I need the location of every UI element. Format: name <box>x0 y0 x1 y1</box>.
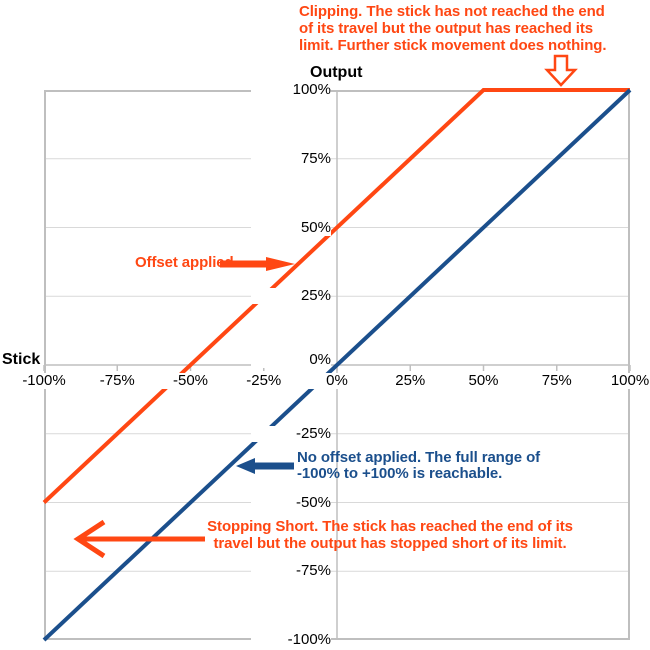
x-tick-label: -50% <box>150 373 231 389</box>
stopping-short-note-line: travel but the output has stopped short … <box>213 535 567 552</box>
clipping-note-line: Clipping. The stick has not reached the … <box>299 3 605 20</box>
x-tick-label: 100% <box>590 373 650 389</box>
no-offset-note: No offset applied. The full range of -10… <box>297 450 540 482</box>
stopping-short-note-line: Stopping Short. The stick has reached th… <box>207 518 573 535</box>
clipping-down-arrow-icon <box>544 54 578 87</box>
y-tick-label: -75% <box>251 563 331 580</box>
y-tick-label: 100% <box>251 82 331 98</box>
plot-border <box>44 90 630 640</box>
x-tick-label: -75% <box>77 373 158 389</box>
y-tick-label: 0% <box>251 352 331 368</box>
x-axis-title: Stick <box>2 351 41 368</box>
series-line <box>42 88 632 642</box>
y-tick-label: 25% <box>251 288 331 305</box>
chart-plot <box>42 88 632 642</box>
x-tick-label: -100% <box>4 373 84 389</box>
y-tick-label: -100% <box>251 632 331 648</box>
stopping-short-left-arrow-icon <box>73 519 205 559</box>
no-offset-note-line: -100% to +100% is reachable. <box>297 465 503 482</box>
no-offset-left-arrow-icon <box>236 458 294 474</box>
stopping-short-note: Stopping Short. The stick has reached th… <box>200 518 580 552</box>
x-tick-label: 50% <box>443 373 524 389</box>
series-line <box>42 88 630 504</box>
x-tick-label: -25% <box>223 373 304 389</box>
clipping-note: Clipping. The stick has not reached the … <box>299 3 607 54</box>
y-tick-label: 75% <box>251 150 331 167</box>
x-tick-label: 25% <box>370 373 451 389</box>
y-tick-label: -50% <box>251 494 331 511</box>
y-tick-label: 50% <box>251 219 331 236</box>
y-tick-label: -25% <box>251 425 331 442</box>
x-tick-label: 75% <box>516 373 597 389</box>
clipping-note-line: limit. Further stick movement does nothi… <box>299 37 607 54</box>
offset-applied-label: Offset applied <box>135 254 234 271</box>
no-offset-note-line: No offset applied. The full range of <box>297 449 541 466</box>
offset-applied-right-arrow-icon <box>220 257 295 271</box>
y-axis-title: Output <box>310 64 363 81</box>
x-tick-label: 0% <box>297 373 377 389</box>
clipping-note-line: of its travel but the output has reached… <box>299 20 593 37</box>
